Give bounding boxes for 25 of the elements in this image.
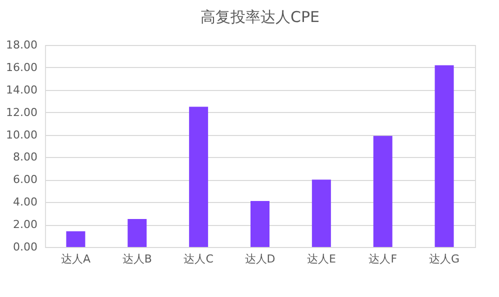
y-tick-label: 12.00 [6,106,38,119]
x-tick-label: 达人B [122,252,152,266]
x-tick-label: 达人E [306,252,336,266]
y-tick-label: 10.00 [6,128,38,142]
bar [189,106,208,247]
bar [128,218,147,247]
y-tick-label: 0.00 [13,240,38,254]
bar [434,65,454,247]
bar [66,231,86,247]
x-tick-label: 达人C [184,252,214,266]
x-tick-label: 达人A [60,252,91,266]
bar [373,136,392,247]
y-tick-label: 14.00 [6,83,38,96]
y-tick-label: 18.00 [6,38,38,52]
y-tick-label: 2.00 [13,218,38,232]
x-tick-label: 达人G [429,252,460,266]
bar [250,200,270,247]
y-tick-label: 6.00 [13,173,38,186]
x-tick-label: 达人F [368,252,398,266]
x-tick-label: 达人D [244,252,276,266]
chart-title: 高复投率达人CPE [200,8,320,26]
y-tick-label: 16.00 [6,60,38,74]
y-tick-label: 4.00 [13,196,38,209]
y-tick-label: 8.00 [13,150,38,164]
bar [312,180,331,247]
